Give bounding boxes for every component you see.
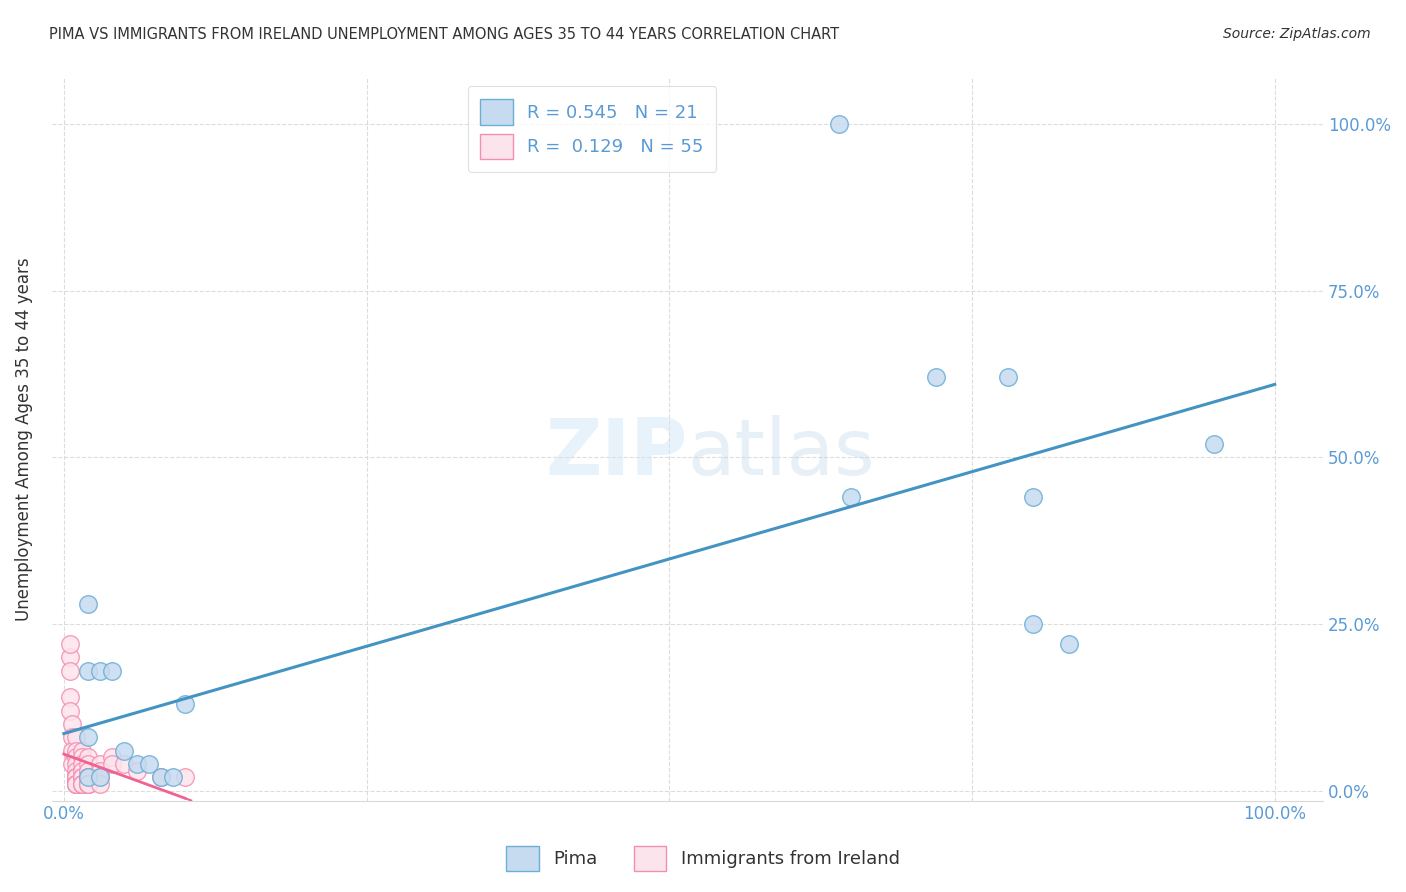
Point [77,770,100,784]
Point [70,770,93,784]
Point [1021,491,1043,505]
Point [997,370,1019,384]
Point [70,777,93,791]
Point [77,777,100,791]
Point [89,770,111,784]
Point [101,750,124,764]
Point [65,777,87,791]
Point [125,764,148,778]
Point [162,770,184,784]
Point [101,664,124,678]
Point [77,597,100,611]
Point [65,777,87,791]
Point [70,777,93,791]
Point [828,117,851,131]
Point [70,770,93,784]
Point [149,770,172,784]
Point [65,770,87,784]
Point [89,664,111,678]
Point [65,777,87,791]
Point [59,664,82,678]
Point [77,770,100,784]
Text: atlas: atlas [688,416,875,491]
Point [65,777,87,791]
Point [65,777,87,791]
Point [65,770,87,784]
Point [65,744,87,758]
Point [77,777,100,791]
Point [1204,437,1226,451]
Text: PIMA VS IMMIGRANTS FROM IRELAND UNEMPLOYMENT AMONG AGES 35 TO 44 YEARS CORRELATI: PIMA VS IMMIGRANTS FROM IRELAND UNEMPLOY… [49,27,839,42]
Point [70,750,93,764]
Point [59,704,82,718]
Point [77,770,100,784]
Point [77,777,100,791]
Point [70,764,93,778]
Point [839,491,862,505]
Point [89,756,111,771]
Point [65,756,87,771]
Point [70,744,93,758]
Point [1021,617,1043,632]
Point [174,697,197,711]
Point [112,756,135,771]
Point [60,717,83,731]
Point [60,756,83,771]
Point [65,770,87,784]
Legend: R = 0.545   N = 21, R =  0.129   N = 55: R = 0.545 N = 21, R = 0.129 N = 55 [468,87,716,172]
Legend: Pima, Immigrants from Ireland: Pima, Immigrants from Ireland [499,838,907,879]
Point [60,731,83,745]
Point [65,777,87,791]
Point [125,756,148,771]
Point [101,756,124,771]
Point [65,777,87,791]
Text: ZIP: ZIP [546,416,688,491]
Point [138,756,160,771]
Point [89,777,111,791]
Point [65,750,87,764]
Point [77,731,100,745]
Y-axis label: Unemployment Among Ages 35 to 44 years: Unemployment Among Ages 35 to 44 years [15,257,32,621]
Point [149,770,172,784]
Point [174,770,197,784]
Point [1057,637,1080,651]
Point [65,764,87,778]
Point [77,756,100,771]
Point [89,764,111,778]
Point [77,750,100,764]
Point [70,756,93,771]
Point [65,777,87,791]
Point [65,770,87,784]
Point [59,650,82,665]
Point [924,370,946,384]
Point [65,770,87,784]
Point [59,637,82,651]
Point [65,731,87,745]
Point [89,770,111,784]
Point [77,777,100,791]
Point [59,690,82,705]
Point [112,744,135,758]
Text: Source: ZipAtlas.com: Source: ZipAtlas.com [1223,27,1371,41]
Point [60,744,83,758]
Point [77,764,100,778]
Point [70,777,93,791]
Point [77,664,100,678]
